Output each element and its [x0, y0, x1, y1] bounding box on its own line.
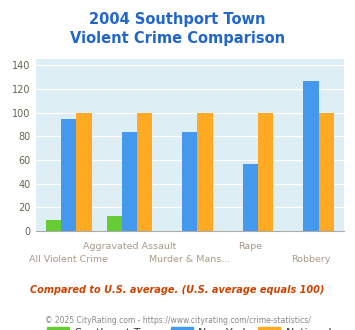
Text: Violent Crime Comparison: Violent Crime Comparison [70, 31, 285, 46]
Text: Robbery: Robbery [291, 255, 331, 264]
Text: Murder & Mans...: Murder & Mans... [149, 255, 230, 264]
Text: All Violent Crime: All Violent Crime [29, 255, 108, 264]
Bar [106, 215, 122, 231]
Legend: Southport Town, New York, National: Southport Town, New York, National [43, 322, 337, 330]
Text: 2004 Southport Town: 2004 Southport Town [89, 12, 266, 26]
Bar [319, 113, 334, 231]
Bar [304, 81, 319, 231]
Bar [46, 220, 61, 231]
Bar [258, 113, 273, 231]
Text: Aggravated Assault: Aggravated Assault [83, 242, 176, 251]
Bar [76, 113, 92, 231]
Bar [61, 118, 76, 231]
Bar [243, 164, 258, 231]
Bar [182, 132, 197, 231]
Bar [197, 113, 213, 231]
Text: Compared to U.S. average. (U.S. average equals 100): Compared to U.S. average. (U.S. average … [30, 285, 325, 295]
Text: © 2025 CityRating.com - https://www.cityrating.com/crime-statistics/: © 2025 CityRating.com - https://www.city… [45, 316, 310, 325]
Bar [137, 113, 152, 231]
Bar [122, 132, 137, 231]
Text: Rape: Rape [239, 242, 263, 251]
